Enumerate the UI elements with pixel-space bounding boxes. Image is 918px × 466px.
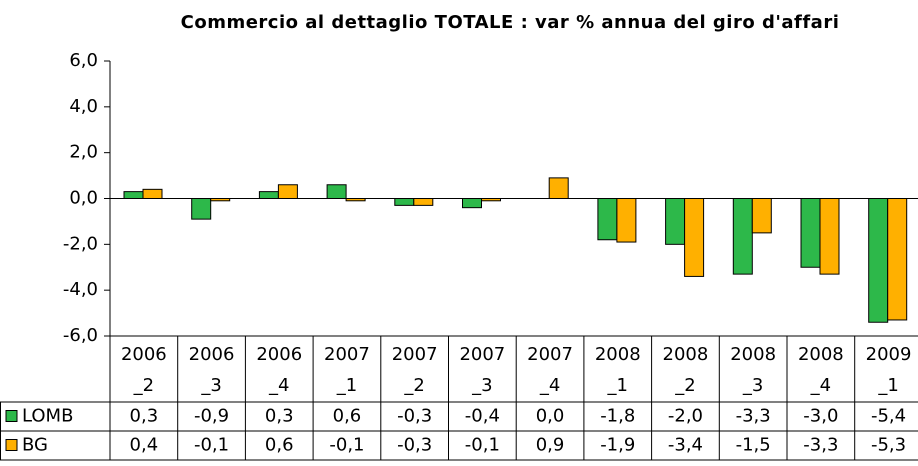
bar bbox=[277, 184, 298, 199]
data-label: 0,0 bbox=[536, 406, 565, 427]
bar bbox=[684, 198, 705, 277]
data-label: 0,6 bbox=[333, 406, 362, 427]
data-label: 0,6 bbox=[265, 435, 294, 456]
data-label: -3,0 bbox=[803, 406, 838, 427]
bar bbox=[326, 184, 347, 199]
bar bbox=[751, 198, 772, 234]
x-tick-label: 2007_1 bbox=[324, 344, 370, 396]
bar bbox=[597, 198, 618, 241]
bar bbox=[123, 191, 144, 199]
bar bbox=[800, 198, 821, 268]
legend-swatch bbox=[5, 439, 18, 451]
x-tick-label: 2006_3 bbox=[188, 344, 235, 396]
data-label: -0,1 bbox=[465, 435, 500, 456]
data-label: 0,3 bbox=[265, 406, 294, 427]
x-tick-label: 2007_4 bbox=[527, 344, 573, 396]
legend-label: BG bbox=[22, 435, 48, 456]
bar bbox=[887, 198, 908, 321]
y-tick-label: 0,0 bbox=[69, 188, 98, 209]
bar bbox=[413, 198, 434, 206]
bar bbox=[868, 198, 889, 323]
x-tick-label: 2006_4 bbox=[256, 344, 303, 396]
x-tick-label: 2007_2 bbox=[391, 344, 438, 396]
bar bbox=[732, 198, 753, 275]
x-tick-label: 2008_4 bbox=[797, 344, 844, 396]
x-tick-label: 2008_1 bbox=[594, 344, 641, 396]
data-label: -1,9 bbox=[600, 435, 635, 456]
data-label: -0,1 bbox=[194, 435, 229, 456]
bar bbox=[548, 177, 569, 199]
legend-label: LOMB bbox=[22, 406, 73, 427]
data-label: -2,0 bbox=[668, 406, 703, 427]
chart-title: Commercio al dettaglio TOTALE : var % an… bbox=[180, 12, 840, 33]
bar bbox=[819, 198, 840, 275]
y-tick-label: -4,0 bbox=[63, 279, 98, 300]
data-label: 0,4 bbox=[130, 435, 159, 456]
bar bbox=[191, 198, 212, 220]
y-tick-label: 4,0 bbox=[69, 96, 98, 117]
data-label: -5,4 bbox=[871, 406, 906, 427]
data-label: -1,8 bbox=[600, 406, 635, 427]
bar bbox=[665, 198, 686, 245]
data-label: -0,9 bbox=[194, 406, 229, 427]
x-tick-label: 2006_2 bbox=[120, 344, 167, 396]
x-tick-label: 2008_2 bbox=[662, 344, 709, 396]
bar bbox=[345, 198, 366, 202]
data-label: 0,9 bbox=[536, 435, 565, 456]
x-tick-label: 2007_3 bbox=[459, 344, 506, 396]
bar bbox=[258, 191, 279, 199]
data-label: -0,3 bbox=[397, 406, 432, 427]
bar bbox=[142, 188, 163, 199]
data-label: -1,5 bbox=[736, 435, 771, 456]
data-label: -5,3 bbox=[871, 435, 906, 456]
data-label: -3,3 bbox=[803, 435, 838, 456]
data-label: -0,4 bbox=[465, 406, 500, 427]
legend-swatch bbox=[5, 410, 18, 422]
data-label: 0,3 bbox=[130, 406, 159, 427]
data-label: -3,4 bbox=[668, 435, 703, 456]
bar bbox=[462, 198, 482, 209]
data-label: -0,3 bbox=[397, 435, 432, 456]
y-tick-label: 6,0 bbox=[69, 50, 98, 71]
data-label: -0,1 bbox=[329, 435, 364, 456]
x-tick-label: 2008_3 bbox=[730, 344, 777, 396]
y-tick-label: 2,0 bbox=[69, 142, 98, 163]
bar bbox=[394, 198, 415, 206]
bar bbox=[481, 198, 501, 202]
bar bbox=[210, 198, 231, 202]
y-tick-label: -2,0 bbox=[63, 233, 98, 254]
y-tick-label: -6,0 bbox=[63, 325, 98, 346]
bar bbox=[616, 198, 637, 243]
x-tick-label: 2009_1 bbox=[865, 344, 912, 396]
data-label: -3,3 bbox=[736, 406, 771, 427]
